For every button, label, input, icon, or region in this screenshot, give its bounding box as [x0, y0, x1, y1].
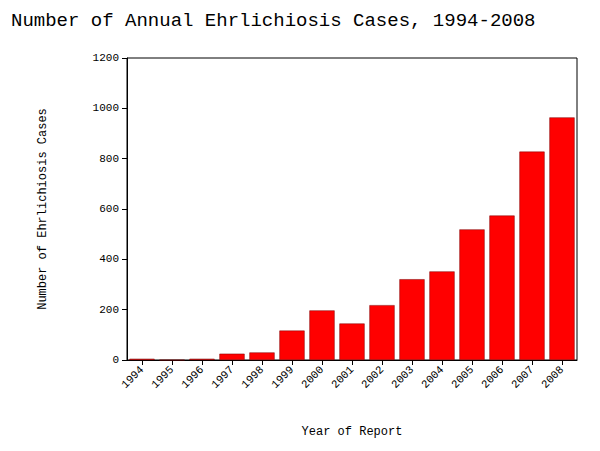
svg-text:Number of Ehrlichiosis Cases: Number of Ehrlichiosis Cases [36, 108, 50, 310]
svg-text:Number of Annual Ehrlichiosis: Number of Annual Ehrlichiosis Cases, 199… [11, 10, 536, 32]
svg-text:1996: 1996 [179, 364, 206, 391]
svg-text:0: 0 [112, 354, 119, 366]
svg-text:1995: 1995 [149, 364, 176, 391]
svg-text:2003: 2003 [389, 364, 416, 391]
svg-text:2004: 2004 [419, 363, 446, 390]
svg-text:1994: 1994 [119, 363, 146, 390]
svg-text:1998: 1998 [239, 364, 266, 391]
svg-text:2000: 2000 [299, 364, 326, 391]
svg-text:2005: 2005 [449, 364, 476, 391]
svg-text:1997: 1997 [209, 364, 236, 391]
svg-text:800: 800 [99, 153, 119, 165]
svg-text:1000: 1000 [93, 102, 119, 114]
svg-text:200: 200 [99, 304, 119, 316]
svg-text:Year of Report: Year of Report [302, 425, 403, 439]
svg-text:2008: 2008 [539, 364, 566, 391]
svg-text:600: 600 [99, 203, 119, 215]
svg-text:1999: 1999 [269, 364, 296, 391]
svg-text:1200: 1200 [93, 52, 119, 64]
svg-text:2002: 2002 [359, 364, 386, 391]
svg-text:2006: 2006 [479, 364, 506, 391]
svg-text:2007: 2007 [509, 364, 536, 391]
svg-text:2001: 2001 [329, 363, 356, 390]
svg-text:400: 400 [99, 253, 119, 265]
